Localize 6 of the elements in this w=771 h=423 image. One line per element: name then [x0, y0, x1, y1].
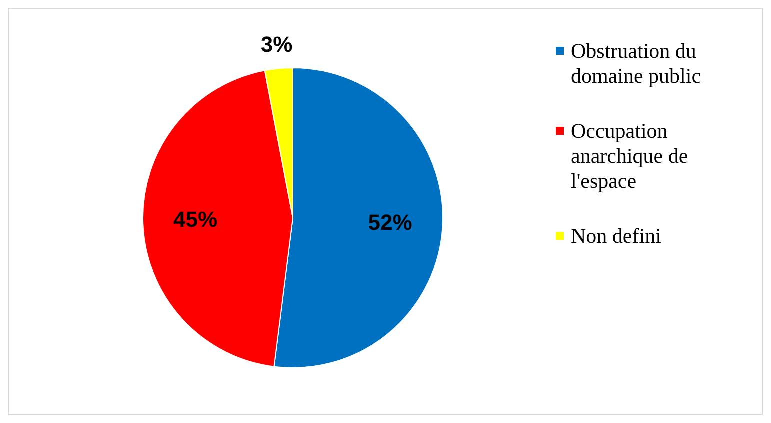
- legend-label: Obstruation du domaine public: [571, 38, 702, 88]
- data-label: 52%: [368, 210, 412, 235]
- legend-label: Occupation anarchique de l'espace: [571, 118, 688, 193]
- legend-label: Non defini: [571, 224, 662, 248]
- data-label: 3%: [260, 32, 293, 58]
- data-label: 45%: [174, 206, 218, 232]
